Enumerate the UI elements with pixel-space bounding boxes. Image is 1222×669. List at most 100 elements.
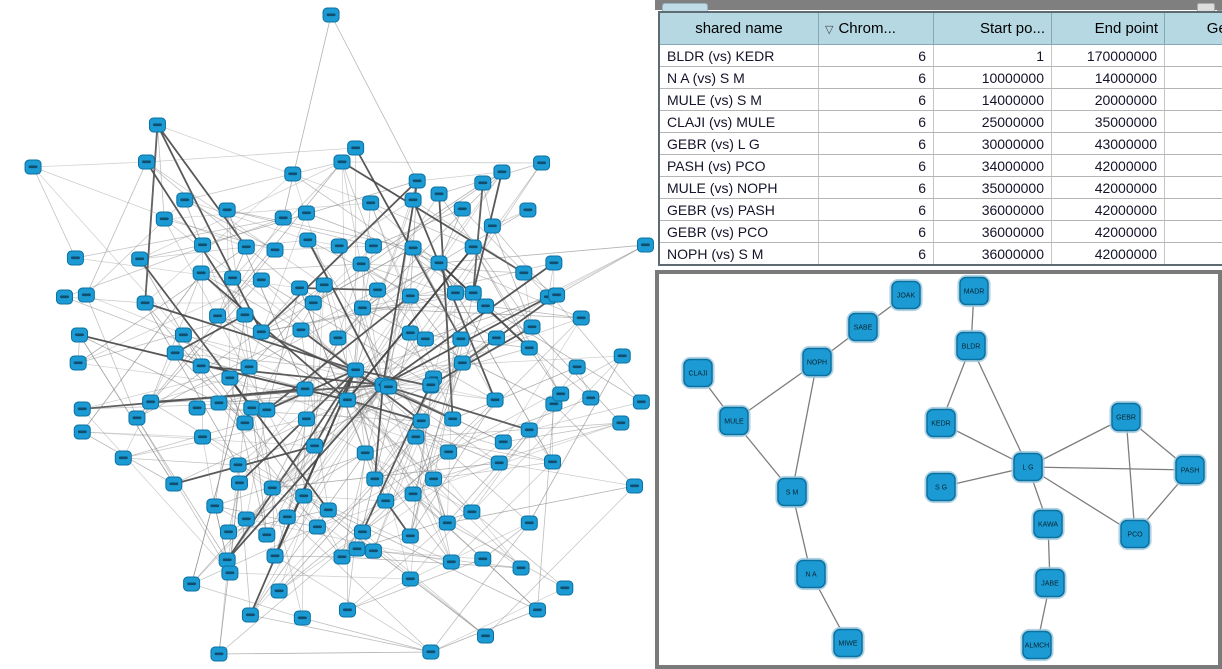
node[interactable] [519, 202, 537, 218]
node[interactable] [330, 238, 348, 254]
node-sabe[interactable]: SABE [846, 310, 880, 344]
node[interactable] [347, 362, 365, 378]
node[interactable] [520, 422, 538, 438]
node[interactable] [364, 238, 382, 254]
table-row[interactable]: PASH (vs) PCO6340000004200000011.4 [659, 154, 1222, 177]
edge-L G-PASH[interactable] [1027, 466, 1191, 471]
node[interactable] [556, 580, 574, 596]
node[interactable] [548, 287, 566, 303]
node[interactable] [490, 455, 508, 471]
node[interactable] [237, 511, 255, 527]
node[interactable] [453, 201, 471, 217]
node[interactable] [221, 370, 239, 386]
node[interactable] [407, 429, 425, 445]
node-miwe[interactable]: MIWE [831, 626, 865, 660]
node[interactable] [192, 265, 210, 281]
node[interactable] [243, 400, 261, 416]
node[interactable] [224, 270, 242, 286]
table-row[interactable]: GEBR (vs) PASH636000000420000008.9 [659, 198, 1222, 221]
node[interactable] [613, 348, 631, 364]
node[interactable] [236, 307, 254, 323]
node[interactable] [131, 251, 149, 267]
edge-NOPH-S M[interactable] [791, 361, 818, 493]
node[interactable] [377, 493, 395, 509]
node[interactable] [483, 218, 501, 234]
node[interactable] [194, 429, 212, 445]
node[interactable] [292, 322, 310, 338]
node[interactable] [299, 232, 317, 248]
node[interactable] [453, 355, 471, 371]
node[interactable] [545, 255, 563, 271]
node[interactable] [515, 265, 533, 281]
node[interactable] [401, 325, 419, 341]
node[interactable] [174, 327, 192, 343]
node[interactable] [252, 324, 270, 340]
node[interactable] [464, 239, 482, 255]
node[interactable] [582, 390, 600, 406]
node[interactable] [352, 256, 370, 272]
node[interactable] [446, 285, 464, 301]
node[interactable] [148, 117, 166, 133]
node[interactable] [572, 310, 590, 326]
node[interactable] [408, 173, 426, 189]
node[interactable] [494, 434, 512, 450]
table-row[interactable]: MULE (vs) S M614000000200000007.5 [659, 88, 1222, 111]
node[interactable] [270, 583, 288, 599]
node[interactable] [353, 524, 371, 540]
node[interactable] [71, 327, 89, 343]
node[interactable] [136, 295, 154, 311]
node[interactable] [404, 192, 422, 208]
node[interactable] [486, 392, 504, 408]
node-l-g[interactable]: L G [1011, 450, 1045, 484]
node[interactable] [252, 272, 270, 288]
node[interactable] [493, 164, 511, 180]
column-header-end-point[interactable]: End point [1051, 12, 1165, 45]
node[interactable] [379, 379, 397, 395]
node[interactable] [366, 471, 384, 487]
node[interactable] [278, 509, 296, 525]
node[interactable] [401, 528, 419, 544]
node[interactable] [155, 211, 173, 227]
node[interactable] [220, 524, 238, 540]
node[interactable] [266, 548, 284, 564]
node[interactable] [291, 280, 309, 296]
table-tab[interactable] [662, 3, 708, 11]
edge-GEBR-PCO[interactable] [1125, 416, 1136, 535]
node[interactable] [477, 298, 495, 314]
node[interactable] [474, 175, 492, 191]
node-kedr[interactable]: KEDR [924, 406, 958, 440]
node[interactable] [69, 355, 87, 371]
node[interactable] [520, 340, 538, 356]
node[interactable] [55, 289, 73, 305]
node-s-g[interactable]: S G [924, 470, 958, 504]
node[interactable] [404, 486, 422, 502]
node[interactable] [194, 237, 212, 253]
node[interactable] [229, 457, 247, 473]
node[interactable] [626, 478, 644, 494]
node[interactable] [295, 488, 313, 504]
node[interactable] [24, 159, 42, 175]
node[interactable] [477, 628, 495, 644]
node[interactable] [338, 392, 356, 408]
node[interactable] [230, 475, 248, 491]
node[interactable] [356, 445, 374, 461]
node[interactable] [552, 386, 570, 402]
node-mule[interactable]: MULE [717, 404, 751, 438]
node[interactable] [452, 331, 470, 347]
node[interactable] [258, 527, 276, 543]
node[interactable] [347, 140, 365, 156]
node[interactable] [165, 476, 183, 492]
node-joak[interactable]: JOAK [889, 278, 923, 312]
node-pco[interactable]: PCO [1118, 517, 1152, 551]
node[interactable] [322, 7, 340, 23]
node[interactable] [188, 400, 206, 416]
node[interactable] [528, 602, 546, 618]
node[interactable] [274, 210, 292, 226]
node-kawa[interactable]: KAWA [1031, 507, 1065, 541]
node[interactable] [362, 195, 380, 211]
node[interactable] [463, 504, 481, 520]
node[interactable] [128, 410, 146, 426]
node[interactable] [464, 285, 482, 301]
node[interactable] [353, 300, 371, 316]
column-header-genetic-[interactable]: Genetic... [1164, 12, 1222, 45]
